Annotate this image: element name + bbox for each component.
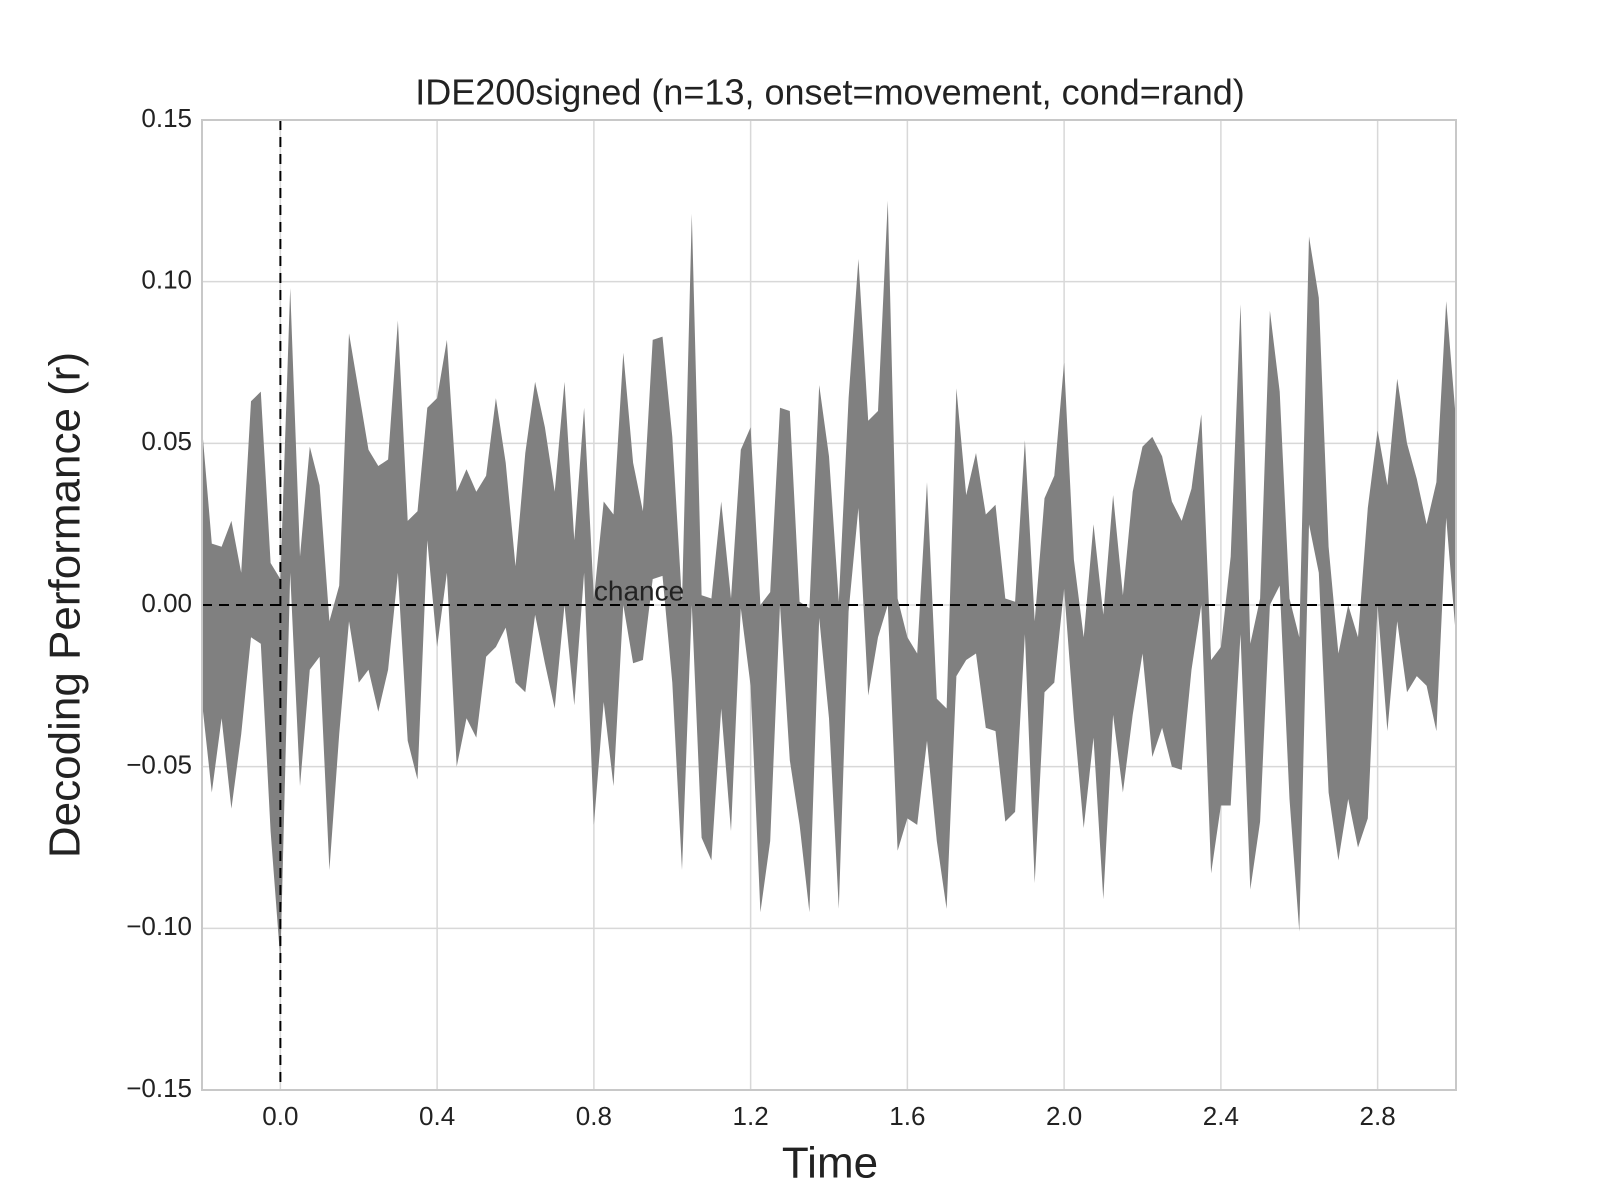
y-tick-label: 0.10 bbox=[141, 265, 192, 295]
x-tick-label: 1.6 bbox=[889, 1101, 925, 1131]
annotation: chance bbox=[594, 575, 684, 606]
x-tick-label: 2.0 bbox=[1046, 1101, 1082, 1131]
x-axis-label: Time bbox=[782, 1139, 878, 1188]
x-tick-label: 1.2 bbox=[733, 1101, 769, 1131]
chart-title: IDE200signed (n=13, onset=movement, cond… bbox=[415, 72, 1245, 113]
y-tick-label: 0.05 bbox=[141, 426, 192, 456]
y-tick-label: 0.00 bbox=[141, 588, 192, 618]
y-tick-label: −0.05 bbox=[126, 750, 192, 780]
x-tick-label: 2.4 bbox=[1203, 1101, 1239, 1131]
confidence-band bbox=[202, 200, 1456, 961]
x-tick-label: 0.0 bbox=[262, 1101, 298, 1131]
y-tick-label: −0.15 bbox=[126, 1073, 192, 1103]
y-axis-label: Decoding Performance (r) bbox=[41, 352, 90, 858]
x-tick-label: 0.8 bbox=[576, 1101, 612, 1131]
y-tick-label: −0.10 bbox=[126, 911, 192, 941]
plot-frame bbox=[201, 119, 1457, 1091]
x-tick-label: 0.4 bbox=[419, 1101, 455, 1131]
x-tick-label: 2.8 bbox=[1360, 1101, 1396, 1131]
y-tick-label: 0.15 bbox=[141, 103, 192, 133]
